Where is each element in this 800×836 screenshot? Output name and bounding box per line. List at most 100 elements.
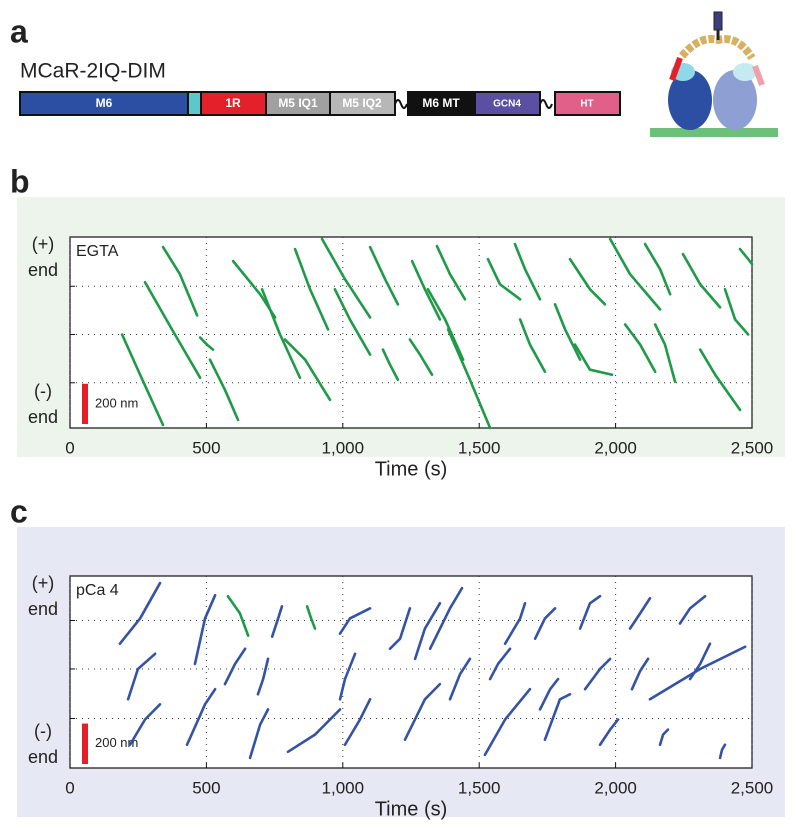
trace — [598, 718, 620, 747]
trace — [573, 343, 614, 377]
trace — [518, 318, 547, 374]
trace — [583, 657, 612, 691]
panel-label: b — [10, 163, 30, 199]
trace — [248, 708, 270, 760]
end-label: end — [28, 599, 58, 619]
domain-label: M6 MT — [422, 96, 460, 110]
linker — [539, 99, 553, 109]
trace — [126, 652, 157, 701]
trace — [343, 697, 372, 747]
plot-area — [69, 575, 753, 769]
trace — [435, 244, 467, 301]
trace — [553, 303, 582, 361]
trace — [723, 287, 750, 336]
end-label: (-) — [34, 721, 52, 741]
x-axis-label: Time (s) — [375, 798, 448, 820]
trace — [198, 336, 215, 351]
trace — [128, 703, 162, 747]
trace — [208, 358, 240, 422]
domain-label: M5 IQ1 — [278, 96, 318, 110]
trace — [283, 338, 332, 402]
x-tick-label: 0 — [65, 778, 74, 797]
iq-motifs — [678, 35, 756, 61]
domain-label: M6 — [96, 96, 113, 110]
linker — [394, 99, 408, 109]
trace — [193, 593, 217, 666]
trace — [608, 237, 662, 311]
trace — [286, 708, 342, 754]
end-label: (-) — [34, 381, 52, 401]
motor-cartoon — [650, 11, 778, 137]
trace — [305, 605, 317, 630]
trace — [623, 323, 657, 374]
trace — [648, 645, 747, 701]
trace — [381, 348, 400, 382]
trace — [428, 586, 464, 651]
trace — [320, 237, 372, 319]
converter — [733, 63, 757, 81]
scale-bar — [82, 723, 88, 764]
lever — [752, 64, 765, 87]
trace — [270, 605, 284, 638]
scale-bar-label: 200 nm — [95, 735, 138, 750]
construct-title: MCaR-2IQ-DIM — [20, 60, 166, 83]
trace — [628, 596, 652, 630]
trace — [410, 259, 442, 321]
trace — [533, 607, 557, 640]
trace — [388, 607, 412, 651]
trace — [118, 581, 162, 646]
trace — [185, 687, 217, 747]
head — [668, 70, 712, 130]
end-label: end — [28, 407, 58, 427]
trace — [338, 607, 372, 635]
domain-label: GCN4 — [493, 99, 521, 110]
plot-area — [69, 236, 753, 429]
trace — [226, 594, 250, 637]
trace — [568, 257, 607, 306]
trace — [223, 647, 247, 686]
x-tick-label: 2,500 — [731, 438, 774, 457]
trace — [143, 280, 202, 380]
trace — [293, 247, 330, 331]
trace — [543, 692, 572, 742]
trace — [678, 594, 707, 625]
trace — [408, 338, 434, 377]
trace — [653, 323, 677, 384]
trace — [161, 245, 199, 317]
panel-label: c — [10, 493, 28, 529]
x-tick-label: 2,000 — [594, 438, 637, 457]
trace — [448, 657, 472, 701]
trace — [538, 677, 560, 711]
trace — [256, 657, 270, 696]
trace — [446, 328, 492, 430]
domain-label: HT — [580, 99, 593, 110]
trace — [338, 652, 357, 701]
trace — [260, 287, 302, 380]
x-tick-label: 500 — [192, 778, 220, 797]
trace — [688, 642, 712, 681]
trace — [643, 242, 672, 296]
x-tick-label: 1,000 — [322, 438, 365, 457]
trace — [333, 287, 372, 356]
trace — [718, 743, 727, 760]
x-tick-label: 0 — [65, 438, 74, 457]
scale-bar-label: 200 nm — [95, 395, 138, 410]
trace — [413, 601, 442, 661]
trace — [681, 252, 722, 309]
head — [713, 70, 757, 130]
panel-label: a — [10, 13, 28, 49]
x-tick-label: 2,500 — [731, 778, 774, 797]
construct-diagram — [19, 91, 621, 116]
trace — [486, 257, 522, 301]
trace — [738, 247, 754, 266]
x-tick-label: 2,000 — [594, 778, 637, 797]
trace — [503, 601, 527, 646]
trace — [630, 657, 650, 691]
end-label: end — [28, 747, 58, 767]
end-label: (+) — [32, 573, 55, 593]
domain-label: 1R — [225, 96, 241, 110]
scale-bar — [82, 383, 88, 424]
end-label: end — [28, 260, 58, 280]
domain — [187, 91, 202, 116]
trace — [403, 682, 442, 742]
